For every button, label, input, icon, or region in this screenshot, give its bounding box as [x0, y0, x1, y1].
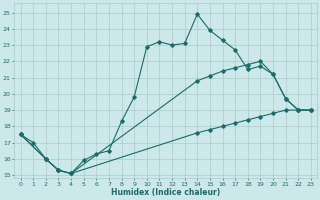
- X-axis label: Humidex (Indice chaleur): Humidex (Indice chaleur): [111, 188, 220, 197]
